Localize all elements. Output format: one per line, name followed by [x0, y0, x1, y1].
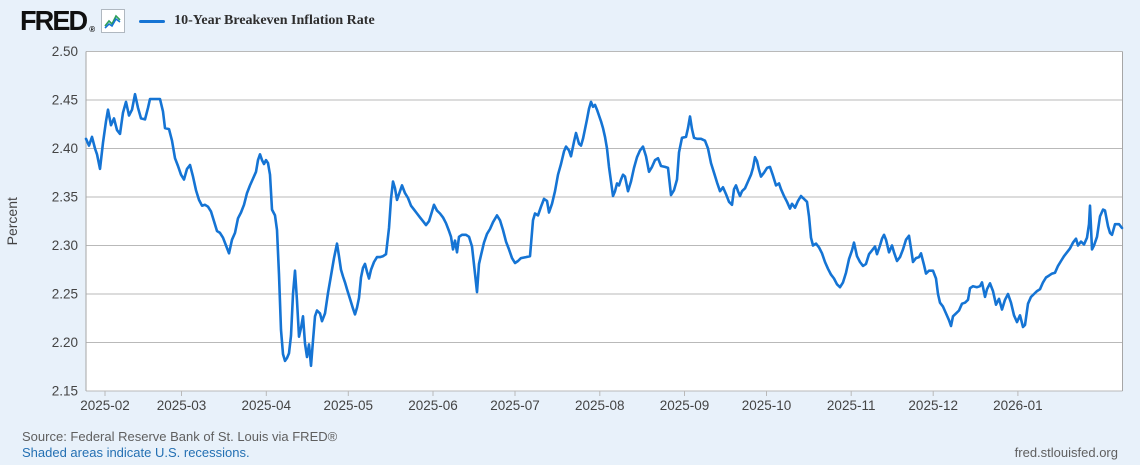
recessions-note-link[interactable]: Shaded areas indicate U.S. recessions. [22, 444, 250, 460]
source-attribution: Source: Federal Reserve Bank of St. Loui… [22, 429, 338, 444]
x-tick-label: 2025-10 [742, 398, 792, 413]
breakeven-rate-line [84, 92, 1124, 368]
fred-sparkline-icon [101, 9, 126, 33]
y-tick-label: 2.15 [52, 384, 78, 399]
chart-legend: 10-Year Breakeven Inflation Rate [139, 13, 375, 29]
fred-logo-registered-mark: ® [89, 25, 96, 34]
y-axis-title: Percent [4, 197, 20, 245]
fred-logo[interactable]: FRED [20, 5, 88, 36]
y-tick-label: 2.40 [52, 141, 78, 156]
chart-header: FRED ® 10-Year Breakeven Inflation Rate [20, 5, 375, 37]
y-tick-label: 2.45 [52, 93, 78, 108]
fred-site-url-link[interactable]: fred.stlouisfed.org [1014, 445, 1118, 460]
sparkline-icon-graphic [104, 14, 121, 29]
x-tick-label: 2025-05 [324, 398, 374, 413]
x-tick-label: 2025-09 [660, 398, 710, 413]
y-tick-label: 2.35 [52, 190, 78, 205]
x-tick-label: 2025-02 [80, 398, 130, 413]
x-tick-label: 2026-01 [993, 398, 1043, 413]
plot-area [86, 51, 1123, 391]
x-tick-label: 2025-03 [157, 398, 207, 413]
y-tick-label: 2.20 [52, 335, 78, 350]
x-tick-label: 2025-04 [242, 398, 292, 413]
x-tick-label: 2025-07 [490, 398, 540, 413]
x-tick-label: 2025-08 [575, 398, 625, 413]
y-tick-label: 2.30 [52, 238, 78, 253]
y-tick-label: 2.25 [52, 287, 78, 302]
legend-series-label: 10-Year Breakeven Inflation Rate [174, 13, 375, 28]
chart-footer: Source: Federal Reserve Bank of St. Loui… [22, 429, 337, 460]
x-tick-label: 2025-06 [408, 398, 458, 413]
x-tick-label: 2025-12 [908, 398, 958, 413]
x-tick-label: 2025-11 [827, 398, 876, 413]
legend-line-swatch [139, 19, 166, 23]
y-tick-label: 2.50 [52, 44, 78, 59]
